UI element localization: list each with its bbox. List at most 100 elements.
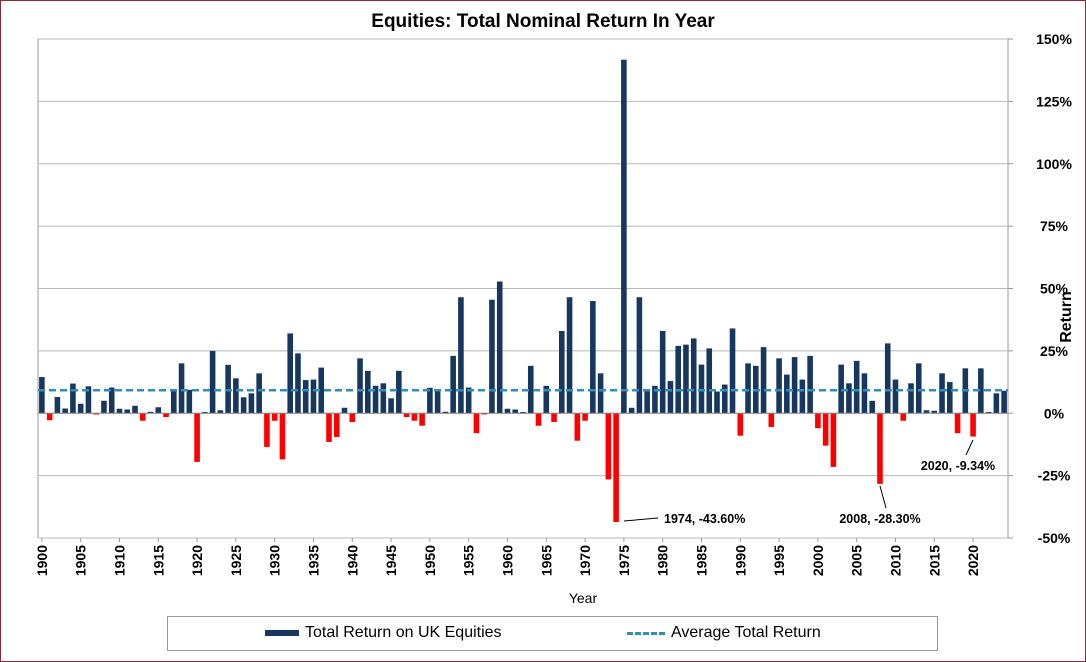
chart-title: Equities: Total Nominal Return In Year (371, 11, 715, 32)
bar-1948 (411, 413, 418, 421)
bar-1952 (442, 411, 449, 414)
bar-2010 (892, 379, 899, 414)
legend-label-equities: Total Return on UK Equities (305, 624, 502, 641)
y-tick-label: 50% (1040, 281, 1069, 297)
bar-1945 (388, 398, 394, 414)
bar-2012 (908, 383, 914, 414)
x-tick-label: 1995 (771, 545, 787, 576)
bar-1950 (427, 387, 433, 414)
x-tick-label: 1985 (693, 545, 709, 576)
bar-2007 (869, 400, 875, 414)
bar-1918 (178, 363, 185, 414)
bar-1923 (217, 410, 224, 414)
bar-1953 (450, 355, 456, 414)
bar-1951 (434, 390, 441, 414)
bar-2000 (815, 413, 821, 429)
bar-2021 (978, 368, 984, 414)
bar-1963 (527, 365, 534, 414)
bar-1998 (799, 379, 806, 414)
bar-1968 (566, 297, 573, 414)
bar-1979 (652, 385, 658, 414)
legend-item-equities: Total Return on UK Equities (265, 624, 502, 642)
bar-1933 (295, 353, 301, 414)
legend-swatch-bar (265, 630, 299, 636)
bar-1976 (628, 407, 635, 414)
bar-1961 (512, 409, 519, 414)
bar-1915 (155, 407, 162, 414)
bar-2011 (900, 413, 907, 421)
bar-1937 (326, 413, 332, 442)
bar-2008 (877, 413, 883, 484)
bar-1902 (54, 397, 61, 414)
bar-1914 (147, 411, 154, 414)
bar-1901 (46, 413, 53, 421)
x-tick-label: 2015 (926, 545, 942, 576)
bar-1957 (481, 413, 487, 415)
bar-2013 (915, 363, 922, 414)
x-tick-labels: 1900 1905 1910 1915 1920 1925 1930 1935 1940 1945… (34, 538, 981, 576)
annotation-1974: 1974, -43.60% (664, 512, 745, 526)
y-tick-label: 75% (1040, 218, 1069, 234)
bar-1921 (202, 412, 208, 414)
bar-2024 (1001, 390, 1007, 414)
bar-1931 (279, 413, 286, 460)
x-tick-label: 1940 (344, 545, 360, 576)
x-tick-label: 1920 (189, 545, 205, 576)
bar-1969 (574, 413, 581, 441)
y-tick-label: -50% (1038, 530, 1071, 546)
annotation-leader-1974 (623, 517, 659, 522)
bar-1974 (613, 413, 619, 523)
x-tick-label: 1955 (461, 545, 477, 576)
bar-2023 (993, 393, 1000, 414)
bar-1977 (636, 297, 643, 414)
annotations: 1974, -43.60% 2008, -28.30% 2020, -9.34% (623, 439, 995, 526)
bar-1925 (233, 378, 239, 414)
bar-1944 (380, 383, 387, 414)
y-tick-label: -25% (1038, 468, 1071, 484)
bar-1940 (349, 413, 356, 422)
x-tick-label: 1915 (150, 545, 166, 576)
bar-1909 (108, 387, 115, 414)
bar-2002 (830, 413, 837, 467)
y-tick-labels: 150% 125% 100% 75% 50% 25% 0% -25% -50% (1036, 31, 1072, 546)
bar-1907 (93, 413, 99, 415)
x-tick-label: 1930 (267, 545, 283, 576)
bar-1987 (714, 391, 720, 414)
bar-1911 (124, 409, 131, 414)
bar-2005 (853, 360, 860, 414)
bar-1905 (77, 403, 84, 414)
bar-1919 (186, 389, 193, 414)
bar-1990 (737, 413, 744, 436)
bar-1997 (791, 357, 798, 414)
bar-1954 (458, 297, 464, 414)
bar-1949 (419, 413, 425, 426)
x-tick-label: 1925 (228, 545, 244, 576)
bar-1946 (396, 370, 402, 414)
y-tick-label: 150% (1036, 31, 1072, 47)
bar-2017 (947, 382, 953, 414)
x-tick-label: 2010 (887, 545, 903, 576)
x-tick-label: 1950 (422, 545, 438, 576)
bar-1913 (139, 413, 146, 421)
legend-swatch-dashed-line (627, 631, 665, 635)
bar-1930 (271, 413, 278, 421)
legend: Total Return on UK Equities Average Tota… (167, 616, 938, 651)
x-tick-label: 1960 (499, 545, 515, 576)
bar-1958 (489, 299, 495, 414)
bar-2016 (939, 373, 945, 414)
bar-1983 (683, 344, 689, 414)
bar-2020 (970, 413, 976, 437)
x-tick-label: 1975 (616, 545, 632, 576)
bar-1904 (70, 383, 76, 414)
bar-1996 (784, 374, 790, 414)
y-tick-label: 100% (1036, 156, 1072, 172)
bar-1964 (535, 413, 542, 426)
bar-1986 (706, 348, 713, 414)
bar-1967 (559, 330, 565, 414)
bar-1999 (807, 355, 813, 414)
bar-1928 (256, 373, 262, 414)
legend-item-average: Average Total Return (627, 624, 821, 642)
bar-1989 (729, 328, 736, 414)
bar-2004 (846, 383, 852, 414)
bar-1971 (590, 300, 596, 414)
